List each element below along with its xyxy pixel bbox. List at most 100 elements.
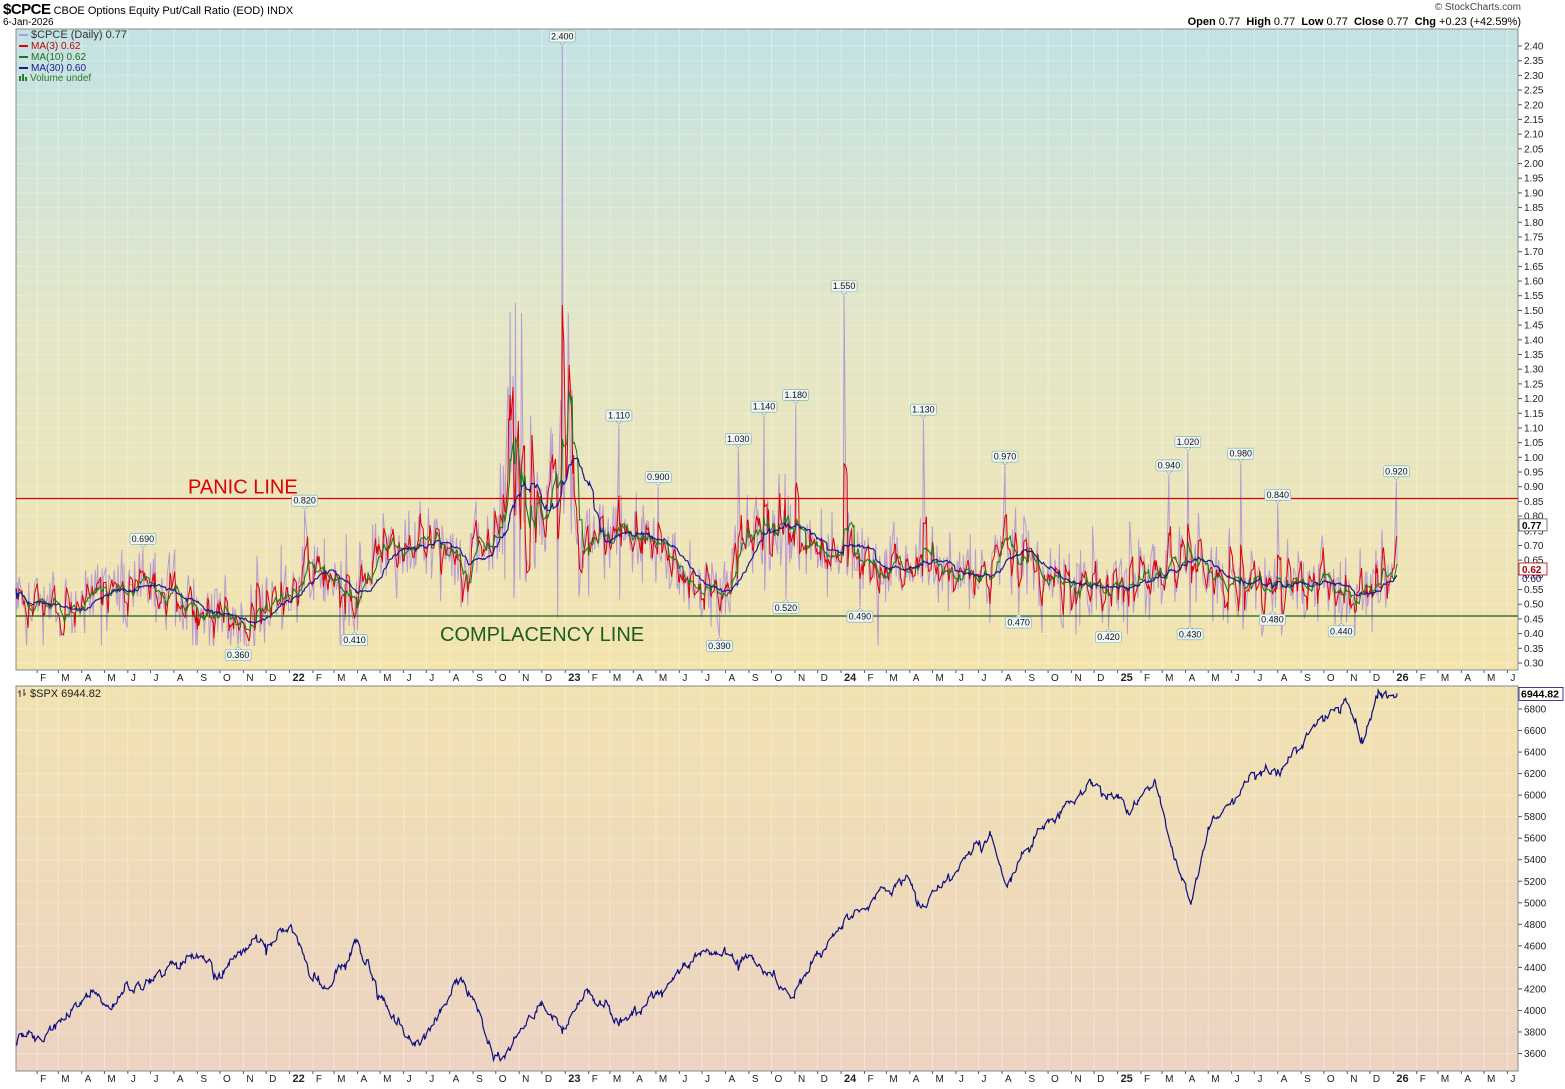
chg-value: +0.23 (+42.59%) [1439, 16, 1521, 28]
xtick-label-bot-39: M [935, 1074, 943, 1085]
ytick-label-bot-2: 6400 [1524, 748, 1547, 759]
ytick-label-top-38: 0.50 [1524, 600, 1544, 611]
xtick-label-top-49: M [1165, 673, 1173, 684]
ytick-label-top-19: 1.45 [1524, 321, 1544, 332]
ytick-label-top-1: 2.35 [1524, 56, 1544, 67]
spx-y-axis: 6800 6600 6400 6200 6000 5800 5600 5400 5200 5000… [16, 687, 1564, 1060]
ytick-label-top-20: 1.40 [1524, 335, 1544, 346]
xtick-label-top-33: N [798, 673, 805, 684]
xtick-label-bot-62: A [1464, 1074, 1471, 1085]
chart-header: $CPCE CBOE Options Equity Put/Call Ratio… [3, 1, 293, 18]
xtick-label-bot-57: N [1350, 1074, 1357, 1085]
xtick-label-top-16: J [407, 673, 412, 684]
legend-cpce: $CPCE (Daily) 0.77 [31, 29, 127, 41]
low-label: Low [1301, 16, 1324, 28]
xtick-label-top-27: M [659, 673, 667, 684]
series-ma3-line [15, 305, 1398, 642]
ytick-label-top-11: 1.85 [1524, 203, 1544, 214]
peak-label-1: 0.360 [227, 650, 250, 660]
xtick-label-top-32: O [775, 673, 783, 684]
ytick-label-bot-14: 4000 [1524, 1006, 1547, 1017]
peak-label-7: 0.390 [708, 641, 731, 651]
xtick-label-top-44: O [1051, 673, 1059, 684]
peak-label-6: 0.900 [647, 472, 670, 482]
xtick-label-bot-15: M [383, 1074, 391, 1085]
ytick-label-bot-1: 6600 [1524, 726, 1547, 737]
cpce-peak-labels: 0.690 0.360 0.820 0.410 2.400 1.110 0.900 0.390… [129, 30, 1410, 661]
xtick-label-bot-9: N [246, 1074, 253, 1085]
xtick-label-top-55: S [1304, 673, 1311, 684]
spx-x-axis: F M A M J J A S O N D 22 F M A M J J A S O N D 23 F M A M J J A S O N D 24 F… [36, 1071, 1515, 1085]
ytick-label-top-14: 1.70 [1524, 247, 1544, 258]
spx-panel [15, 685, 1519, 1072]
series-spx-line [15, 687, 1398, 1063]
peak-label-9: 1.140 [753, 402, 776, 412]
ytick-label-bot-16: 3600 [1524, 1049, 1547, 1060]
ytick-label-top-41: 0.35 [1524, 644, 1544, 655]
xtick-label-bot-52: J [1235, 1074, 1240, 1085]
ytick-label-top-5: 2.15 [1524, 115, 1544, 126]
xtick-label-bot-4: J [131, 1074, 136, 1085]
cpce-panel [15, 28, 1519, 671]
xtick-label-top-47: 25 [1121, 672, 1133, 684]
xtick-label-bot-11: 22 [293, 1073, 305, 1085]
peak-box-20 [1176, 628, 1204, 641]
xtick-label-top-60: F [1420, 673, 1426, 684]
ytick-label-top-4: 2.20 [1524, 100, 1544, 111]
xtick-label-top-56: O [1327, 673, 1335, 684]
peak-box-14 [910, 403, 937, 416]
series-ma30-line [15, 457, 1398, 625]
ytick-label-top-21: 1.35 [1524, 350, 1544, 361]
peak-box-0 [129, 533, 157, 545]
ytick-label-top-12: 1.80 [1524, 218, 1544, 229]
ytick-label-top-26: 1.10 [1524, 423, 1544, 434]
ytick-label-top-36: 0.60 [1524, 570, 1544, 581]
close-value: 0.77 [1387, 16, 1409, 28]
xtick-label-bot-7: S [200, 1074, 207, 1085]
xtick-label-top-64: J [1510, 673, 1515, 684]
peak-box-6 [644, 471, 672, 484]
xtick-label-top-31: S [752, 673, 759, 684]
peak-box-13 [846, 610, 874, 623]
xtick-label-bot-64: J [1510, 1074, 1515, 1085]
xtick-label-top-20: O [499, 673, 507, 684]
xtick-label-bot-12: F [316, 1074, 322, 1085]
legend-ma30: MA(30) 0.60 [31, 63, 86, 74]
ytick-label-top-22: 1.30 [1524, 365, 1544, 376]
xtick-label-top-40: J [959, 673, 964, 684]
open-value: 0.77 [1218, 16, 1241, 28]
peak-label-4: 2.400 [551, 32, 574, 42]
ytick-label-bot-9: 5000 [1524, 898, 1547, 909]
ytick-label-top-7: 2.05 [1524, 144, 1544, 155]
xtick-label-top-1: M [61, 673, 69, 684]
xtick-label-bot-58: D [1373, 1074, 1380, 1085]
xtick-label-bot-24: F [592, 1074, 598, 1085]
xtick-label-bot-29: J [705, 1074, 710, 1085]
xtick-label-bot-10: D [269, 1074, 276, 1085]
ytick-label-top-6: 2.10 [1524, 130, 1544, 141]
ytick-label-bot-15: 3800 [1524, 1027, 1547, 1038]
xtick-label-top-62: A [1464, 673, 1471, 684]
ytick-label-bot-0: 6800 [1524, 705, 1547, 716]
ytick-label-top-9: 1.95 [1524, 174, 1544, 185]
xtick-label-bot-14: A [361, 1074, 368, 1085]
xtick-label-top-28: J [682, 673, 687, 684]
xtick-label-top-13: M [337, 673, 345, 684]
peak-label-5: 1.110 [608, 411, 630, 421]
peak-box-16 [1005, 616, 1032, 629]
peak-box-25 [1383, 465, 1410, 478]
ytick-label-bot-13: 4200 [1524, 984, 1547, 995]
xtick-label-bot-63: M [1487, 1074, 1495, 1085]
xtick-label-bot-0: F [40, 1074, 46, 1085]
xtick-label-top-57: N [1350, 673, 1357, 684]
legend-volume: Volume undef [30, 73, 91, 84]
peak-box-4 [548, 30, 576, 43]
ytick-label-top-8: 2.00 [1524, 159, 1544, 170]
xtick-label-bot-20: O [499, 1074, 507, 1085]
xtick-label-bot-47: 25 [1121, 1073, 1133, 1085]
peak-label-13: 0.490 [849, 612, 872, 622]
peak-box-9 [750, 400, 778, 413]
ytick-label-bot-5: 5800 [1524, 812, 1547, 823]
xtick-label-top-12: F [316, 673, 322, 684]
